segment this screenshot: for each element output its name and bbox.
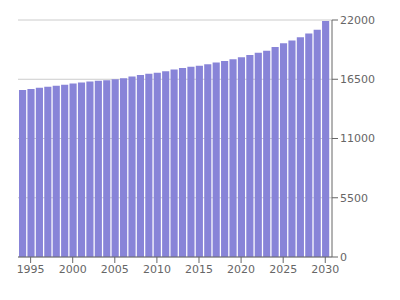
svg-text:2010: 2010 [143,263,171,276]
svg-text:2015: 2015 [185,263,213,276]
svg-text:1995: 1995 [17,263,45,276]
svg-text:22000: 22000 [340,14,375,27]
svg-text:2000: 2000 [59,263,87,276]
svg-text:0: 0 [340,251,347,264]
svg-text:2030: 2030 [311,263,339,276]
svg-text:2005: 2005 [101,263,129,276]
svg-text:16500: 16500 [340,73,375,86]
svg-text:11000: 11000 [340,132,375,145]
svg-text:2020: 2020 [227,263,255,276]
svg-text:2025: 2025 [269,263,297,276]
svg-text:5500: 5500 [340,192,368,205]
